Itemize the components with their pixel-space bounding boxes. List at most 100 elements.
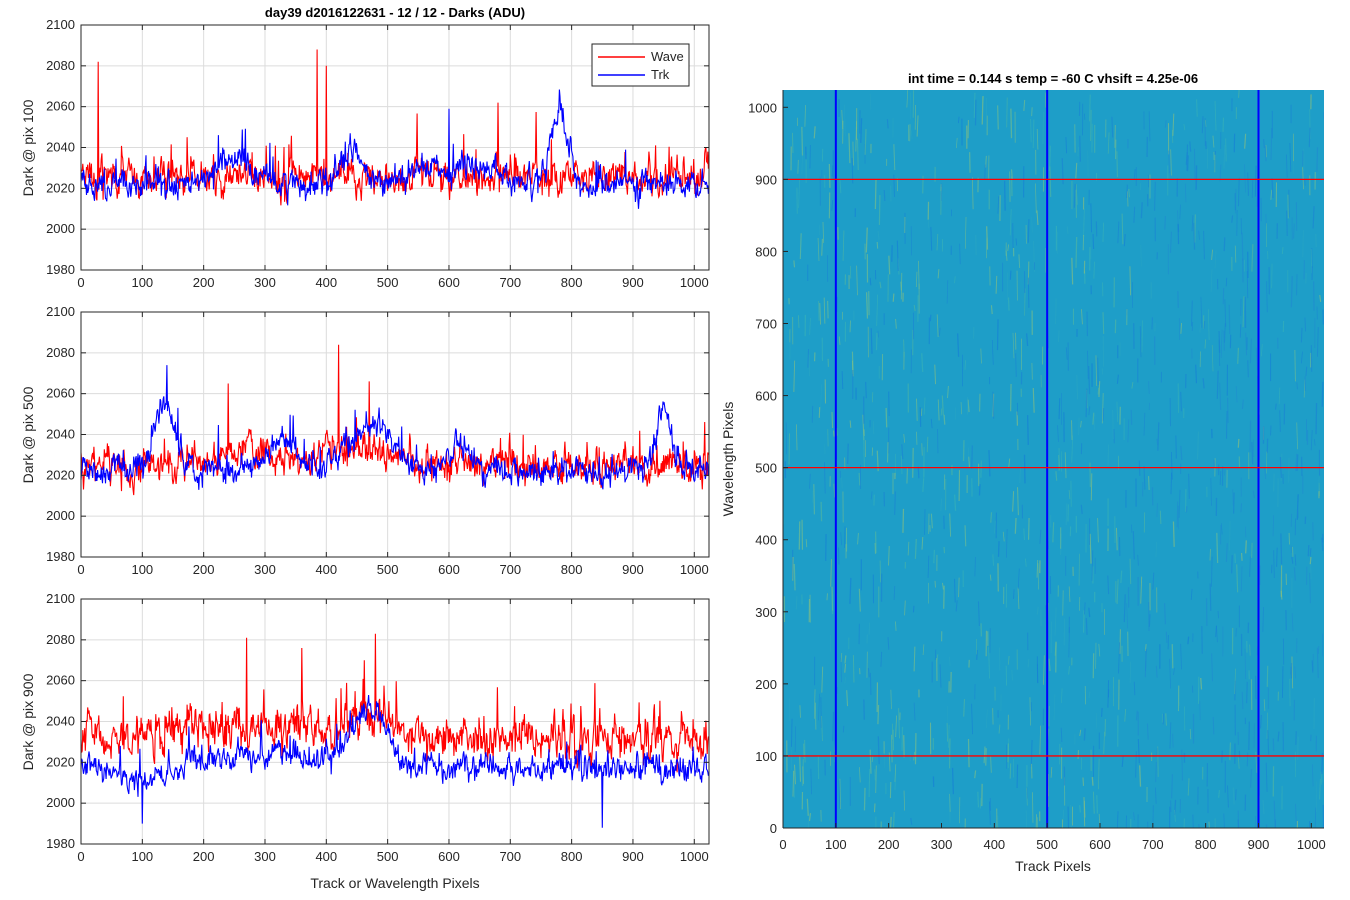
heatmap-streak: [821, 238, 823, 256]
heatmap-streak: [1107, 444, 1110, 467]
heatmap-streak: [1249, 768, 1253, 788]
heatmap-streak: [1055, 471, 1058, 481]
heatmap-streak: [1184, 183, 1187, 203]
heatmap-streak: [859, 767, 861, 783]
heatmap-streak: [1088, 94, 1091, 122]
heatmap-streak: [893, 811, 895, 828]
heatmap-streak: [910, 817, 913, 825]
y-tick-label: 1980: [46, 549, 75, 564]
x-tick-label: 200: [193, 275, 215, 290]
heatmap-streak: [1129, 266, 1132, 296]
heatmap-streak: [805, 539, 808, 548]
heatmap-streak: [894, 491, 896, 515]
heatmap-streak: [864, 129, 867, 155]
heatmap-streak: [1218, 331, 1221, 353]
heatmap-streak: [1291, 656, 1294, 689]
heatmap-streak: [1316, 147, 1319, 172]
heatmap-streak: [1088, 406, 1091, 416]
heatmap-streak: [926, 436, 929, 453]
heatmap-streak: [799, 756, 802, 782]
heatmap-streak: [1249, 556, 1251, 577]
heatmap-streak: [1209, 583, 1212, 611]
heatmap-streak: [841, 109, 844, 130]
heatmap-streak: [1196, 99, 1198, 117]
heatmap-streak: [1192, 814, 1194, 828]
heatmap-streak: [983, 746, 986, 764]
heatmap-streak: [1170, 149, 1172, 176]
heatmap-streak: [1065, 137, 1068, 154]
heatmap-streak: [1211, 345, 1214, 372]
heatmap-streak: [1208, 309, 1210, 340]
heatmap-streak: [997, 815, 999, 828]
heatmap-streak: [906, 90, 909, 108]
heatmap-streak: [1165, 631, 1168, 643]
heatmap-streak: [914, 538, 917, 559]
heatmap-streak: [964, 525, 967, 547]
heatmap-streak: [988, 647, 990, 679]
heatmap-streak: [1262, 799, 1265, 815]
heatmap-streak: [990, 305, 993, 315]
heatmap-streak: [1280, 533, 1283, 565]
heatmap-streak: [1238, 90, 1240, 98]
heatmap-streak: [1154, 181, 1156, 211]
heatmap-streak: [840, 652, 843, 663]
heatmap-streak: [1180, 643, 1182, 670]
heatmap-streak: [1202, 378, 1205, 389]
heatmap-streak: [1009, 270, 1012, 280]
heatmap-streak: [991, 339, 994, 365]
heatmap-streak: [793, 360, 796, 392]
heatmap-streak: [1203, 230, 1205, 260]
heatmap-streak: [949, 793, 951, 812]
heatmap-background: [783, 90, 1324, 828]
heatmap-streak: [1196, 431, 1200, 460]
heatmap-x-tick-label: 400: [983, 837, 1005, 852]
heatmap-streak: [1027, 517, 1030, 540]
y-tick-label: 2100: [46, 17, 75, 32]
heatmap-streak: [1139, 326, 1142, 358]
heatmap-streak: [876, 294, 879, 327]
heatmap-streak: [903, 790, 906, 811]
heatmap-streak: [869, 277, 872, 286]
heatmap-streak: [907, 541, 910, 556]
heatmap-streak: [1030, 119, 1032, 143]
heatmap-streak: [1309, 572, 1311, 604]
y-tick-label: 2020: [46, 467, 75, 482]
heatmap-streak: [1068, 586, 1071, 602]
heatmap-streak: [1296, 382, 1298, 390]
heatmap-streak: [1140, 576, 1143, 604]
y-tick-label: 2020: [46, 180, 75, 195]
heatmap-streak: [959, 243, 961, 265]
heatmap-streak: [992, 391, 995, 419]
heatmap-streak: [813, 126, 816, 139]
heatmap-streak: [1133, 168, 1136, 179]
heatmap-streak: [1036, 559, 1039, 578]
heatmap-streak: [1049, 166, 1052, 197]
heatmap-streak: [863, 787, 866, 811]
y-tick-label: 2060: [46, 99, 75, 114]
heatmap-ylabel: Wavelength Pixels: [720, 402, 736, 517]
heatmap-streak: [967, 447, 970, 466]
x-tick-label: 0: [77, 849, 84, 864]
heatmap-streak: [1141, 320, 1143, 353]
heatmap-streak: [996, 319, 999, 351]
heatmap-streak: [1185, 506, 1188, 513]
y-tick-label: 2080: [46, 632, 75, 647]
heatmap-streak: [1309, 548, 1312, 557]
heatmap-streak: [923, 397, 926, 415]
heatmap-streak: [929, 314, 932, 322]
heatmap-streak: [1296, 494, 1299, 520]
heatmap-streak: [793, 563, 796, 591]
heatmap-streak: [918, 260, 920, 290]
series-line-trk: [80, 89, 709, 209]
heatmap-streak: [880, 651, 883, 667]
heatmap-streak: [974, 557, 976, 577]
heatmap-streak: [1235, 789, 1237, 801]
heatmap-streak: [831, 411, 834, 429]
heatmap-streak: [1234, 668, 1236, 695]
heatmap-streak: [870, 491, 873, 500]
heatmap-streak: [912, 605, 915, 613]
heatmap-streak: [883, 189, 886, 202]
heatmap-streak: [839, 778, 841, 810]
heatmap-streak: [1029, 697, 1032, 726]
x-tick-label: 0: [77, 562, 84, 577]
